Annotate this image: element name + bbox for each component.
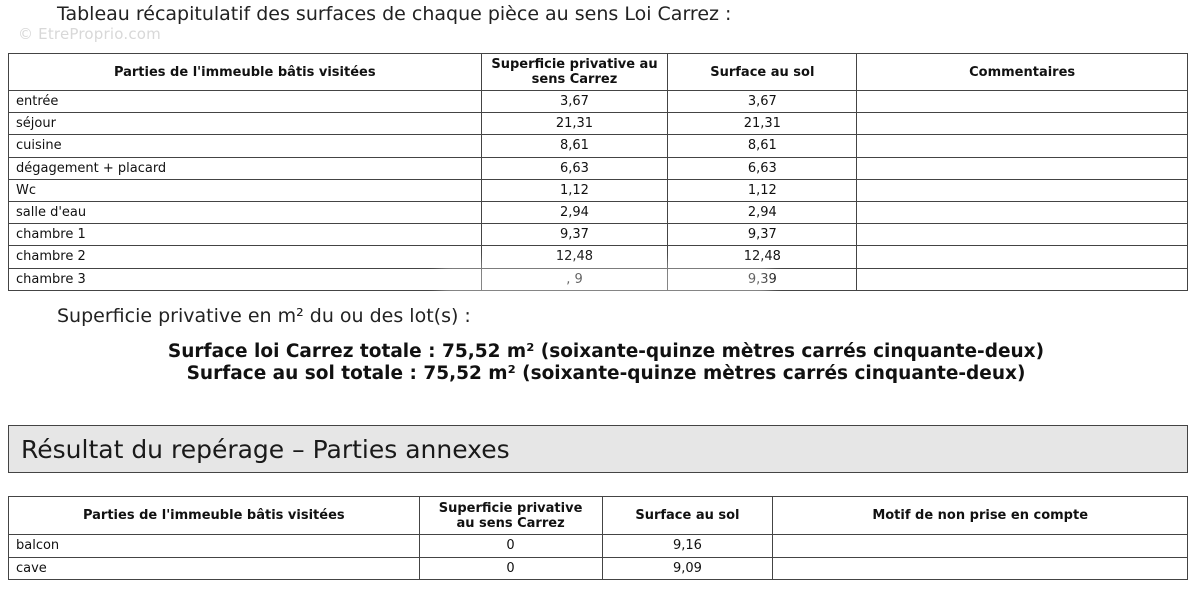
lot-heading: Superficie privative en m² du ou des lot… [57, 305, 471, 327]
sol-value: 3,67 [667, 89, 858, 114]
carrez-value: 21,31 [480, 112, 669, 136]
surfaces-table: Parties de l'immeuble bâtis visitées Sup… [8, 53, 1188, 291]
header-carrez-line2: au sens Carrez [456, 515, 565, 531]
watermark: © EtreProprio.com [18, 25, 161, 43]
comment-cell [856, 112, 1188, 136]
table-header-row: Parties de l'immeuble bâtis visitées Sup… [8, 53, 1188, 91]
header-carrez-line1: Superficie privative [438, 500, 583, 516]
header-comments: Commentaires [856, 53, 1188, 91]
header-sol: Surface au sol [667, 53, 858, 91]
room-name: cuisine [8, 134, 482, 158]
carrez-value: 2,94 [480, 200, 669, 225]
sol-value: 2,94 [667, 200, 858, 225]
sol-value: 6,63 [667, 156, 858, 180]
table-row: chambre 3 , 9 9,39 [8, 267, 1188, 291]
sol-value: 1,12 [667, 178, 858, 202]
table-row: Wc 1,12 1,12 [8, 178, 1188, 202]
table-row: entrée 3,67 3,67 [8, 89, 1188, 114]
total-carrez: Surface loi Carrez totale : 75,52 m² (so… [167, 341, 1045, 362]
table-row: dégagement + placard 6,63 6,63 [8, 156, 1188, 180]
comment-cell [856, 156, 1188, 180]
comment-cell [856, 267, 1188, 291]
sol-value: 9,37 [667, 223, 858, 247]
comment-cell [856, 223, 1188, 247]
header-carrez-line2: sens Carrez [531, 72, 618, 87]
header-parts: Parties de l'immeuble bâtis visitées [8, 496, 420, 535]
motif-cell [772, 556, 1188, 580]
motif-cell [772, 534, 1188, 558]
annex-table: Parties de l'immeuble bâtis visitées Sup… [8, 496, 1188, 580]
sol-value: 9,39 [667, 267, 858, 291]
room-name: cave [8, 556, 420, 580]
carrez-value: 12,48 [480, 245, 669, 269]
annex-section-title: Résultat du repérage – Parties annexes [21, 435, 510, 464]
table-row: balcon 0 9,16 [8, 534, 1188, 558]
room-name: chambre 2 [8, 245, 482, 269]
room-name: entrée [8, 89, 482, 114]
sol-value: 21,31 [667, 112, 858, 136]
sol-value: 12,48 [667, 245, 858, 269]
comment-cell [856, 200, 1188, 225]
room-name: salle d'eau [8, 200, 482, 225]
room-name: chambre 3 [8, 267, 482, 291]
sol-value: 9,16 [601, 534, 774, 558]
header-motif: Motif de non prise en compte [772, 496, 1188, 535]
carrez-value: 0 [418, 556, 603, 580]
header-sol: Surface au sol [601, 496, 774, 535]
carrez-value: , 9 [480, 267, 669, 291]
annex-section-banner: Résultat du repérage – Parties annexes [8, 425, 1188, 473]
header-carrez: Superficie privative au sens Carrez [418, 496, 603, 535]
carrez-value: 6,63 [480, 156, 669, 180]
table-row: chambre 1 9,37 9,37 [8, 223, 1188, 247]
header-carrez: Superficie privative au sens Carrez [480, 53, 669, 91]
room-name: séjour [8, 112, 482, 136]
comment-cell [856, 245, 1188, 269]
total-sol: Surface au sol totale : 75,52 m² (soixan… [186, 363, 1026, 384]
room-name: Wc [8, 178, 482, 202]
room-name: chambre 1 [8, 223, 482, 247]
page-title: Tableau récapitulatif des surfaces de ch… [57, 3, 732, 25]
room-name: balcon [8, 534, 420, 558]
room-name: dégagement + placard [8, 156, 482, 180]
carrez-value: 1,12 [480, 178, 669, 202]
table-row: séjour 21,31 21,31 [8, 112, 1188, 136]
comment-cell [856, 134, 1188, 158]
carrez-value: 9,37 [480, 223, 669, 247]
table-row: cave 0 9,09 [8, 556, 1188, 580]
table-header-row: Parties de l'immeuble bâtis visitées Sup… [8, 496, 1188, 535]
sol-value: 9,09 [601, 556, 774, 580]
header-parts: Parties de l'immeuble bâtis visitées [8, 53, 482, 91]
carrez-value: 0 [418, 534, 603, 558]
comment-cell [856, 178, 1188, 202]
table-row: salle d'eau 2,94 2,94 [8, 200, 1188, 225]
table-row: chambre 2 12,48 12,48 [8, 245, 1188, 269]
comment-cell [856, 89, 1188, 114]
sol-value: 8,61 [667, 134, 858, 158]
header-carrez-line1: Superficie privative au [491, 57, 658, 72]
carrez-value: 8,61 [480, 134, 669, 158]
table-row: cuisine 8,61 8,61 [8, 134, 1188, 158]
carrez-value: 3,67 [480, 89, 669, 114]
